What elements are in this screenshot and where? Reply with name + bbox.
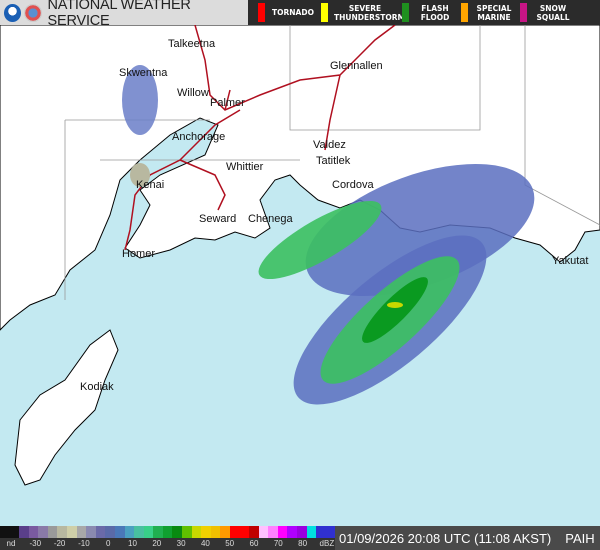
color-cell — [86, 526, 96, 538]
roads — [124, 25, 396, 251]
color-cell — [95, 526, 106, 538]
color-cell — [296, 526, 307, 538]
warning-swatch — [321, 3, 328, 22]
color-cell — [153, 526, 163, 538]
scale-label: 40 — [200, 539, 210, 548]
warning-swatch — [402, 3, 409, 22]
scale-label: 0 — [105, 539, 111, 548]
nws-brand: NATIONAL WEATHER SERVICE — [0, 0, 248, 29]
color-cell — [181, 526, 192, 538]
color-cell — [306, 526, 317, 538]
city-label: Willow — [177, 87, 209, 99]
scale-label: dBZ — [319, 539, 335, 548]
color-cell — [239, 526, 250, 538]
city-label: Palmer — [210, 97, 245, 109]
warning-swatch — [461, 3, 468, 22]
scale-label: -30 — [29, 539, 42, 548]
nws-logo-icon — [24, 3, 42, 22]
city-label: Tatitlek — [316, 155, 351, 167]
radar-map[interactable] — [0, 25, 600, 526]
color-cell — [172, 526, 182, 538]
timestamp: 01/09/2026 20:08 UTC (11:08 AKST) — [339, 530, 552, 546]
warning-swatch — [520, 3, 527, 22]
city-label: Kenai — [136, 179, 165, 191]
warning-tornado: TORNADO — [258, 0, 315, 25]
color-cell — [287, 526, 297, 538]
color-bar — [0, 526, 336, 538]
footer-bar: nd -30 -20 -10 0 10 20 30 40 50 60 70 80 dBZ 01/09/20… — [0, 526, 600, 550]
warning-swatch — [258, 3, 265, 22]
status-bar: 01/09/2026 20:08 UTC (11:08 AKST) PAIH — [335, 526, 600, 550]
kodiak-island — [14, 329, 119, 486]
color-cell — [19, 526, 29, 538]
color-cell — [316, 526, 326, 538]
city-label: Skwentna — [119, 67, 168, 79]
color-cell — [0, 526, 10, 538]
noaa-logo-icon — [4, 3, 22, 22]
color-cell — [249, 526, 259, 538]
warning-severe-thunderstorm: SEVERE THUNDERSTORM — [321, 0, 406, 25]
color-cell — [67, 526, 77, 538]
city-label: Cordova — [332, 179, 374, 191]
city-label: Kodiak — [80, 381, 114, 393]
color-cell — [220, 526, 230, 538]
color-cell — [268, 526, 278, 538]
scale-label: 70 — [273, 539, 283, 548]
warning-label: TORNADO — [272, 8, 314, 17]
color-cell — [258, 526, 269, 538]
color-cell — [47, 526, 58, 538]
warning-snow-squall: SNOW SQUALL — [520, 0, 573, 25]
city-label: Talkeetna — [168, 38, 216, 50]
city-label: Seward — [199, 213, 237, 225]
scale-label: 20 — [152, 539, 162, 548]
color-cell — [191, 526, 202, 538]
dbz-color-scale: nd -30 -20 -10 0 10 20 30 40 50 60 70 80 dBZ — [0, 526, 336, 550]
scale-label: -20 — [53, 539, 66, 548]
color-cell — [114, 526, 125, 538]
color-cell — [124, 526, 135, 538]
scale-label: 80 — [298, 539, 308, 548]
warning-special-marine: SPECIAL MARINE — [461, 0, 514, 25]
scale-label: nd — [6, 539, 16, 548]
color-cell — [76, 526, 87, 538]
scale-label: 60 — [249, 539, 259, 548]
scale-label: 30 — [176, 539, 186, 548]
color-cell — [57, 526, 68, 538]
city-label: Chenega — [248, 213, 293, 225]
city-label: Yakutat — [552, 255, 589, 267]
header-bar: NATIONAL WEATHER SERVICE TORNADO SEVERE TH… — [0, 0, 600, 29]
radar-echoes — [122, 65, 535, 405]
color-cell — [28, 526, 39, 538]
city-label: Valdez — [313, 139, 346, 151]
scale-label: 10 — [128, 539, 137, 548]
color-cell — [9, 526, 20, 538]
color-cell — [201, 526, 211, 538]
color-cell — [162, 526, 173, 538]
warning-flash-flood: FLASH FLOOD — [402, 0, 455, 25]
scale-labels: nd -30 -20 -10 0 10 20 30 40 50 60 70 80 dBZ — [0, 538, 335, 550]
color-cell — [105, 526, 115, 538]
color-cell — [277, 526, 288, 538]
warning-label: SPECIAL MARINE — [476, 3, 512, 22]
warning-label: FLASH FLOOD — [420, 3, 450, 22]
color-cell — [229, 526, 240, 538]
color-cell — [325, 526, 336, 538]
color-cell — [210, 526, 221, 538]
warning-label: SEVERE THUNDERSTORM — [334, 3, 406, 22]
warning-label: SNOW SQUALL — [536, 3, 570, 22]
color-cell — [143, 526, 154, 538]
scale-label: -10 — [78, 539, 90, 548]
radar-station: PAIH — [565, 530, 595, 546]
city-label: Homer — [122, 248, 156, 260]
city-label: Glennallen — [330, 60, 383, 72]
city-label: Whittier — [226, 161, 264, 173]
warning-legend: TORNADO SEVERE THUNDERSTORM FLASH FLOOD SPECI… — [248, 0, 600, 25]
color-cell — [134, 526, 144, 538]
city-label: Anchorage — [172, 131, 226, 143]
color-cell — [38, 526, 48, 538]
scale-label: 50 — [225, 539, 235, 548]
